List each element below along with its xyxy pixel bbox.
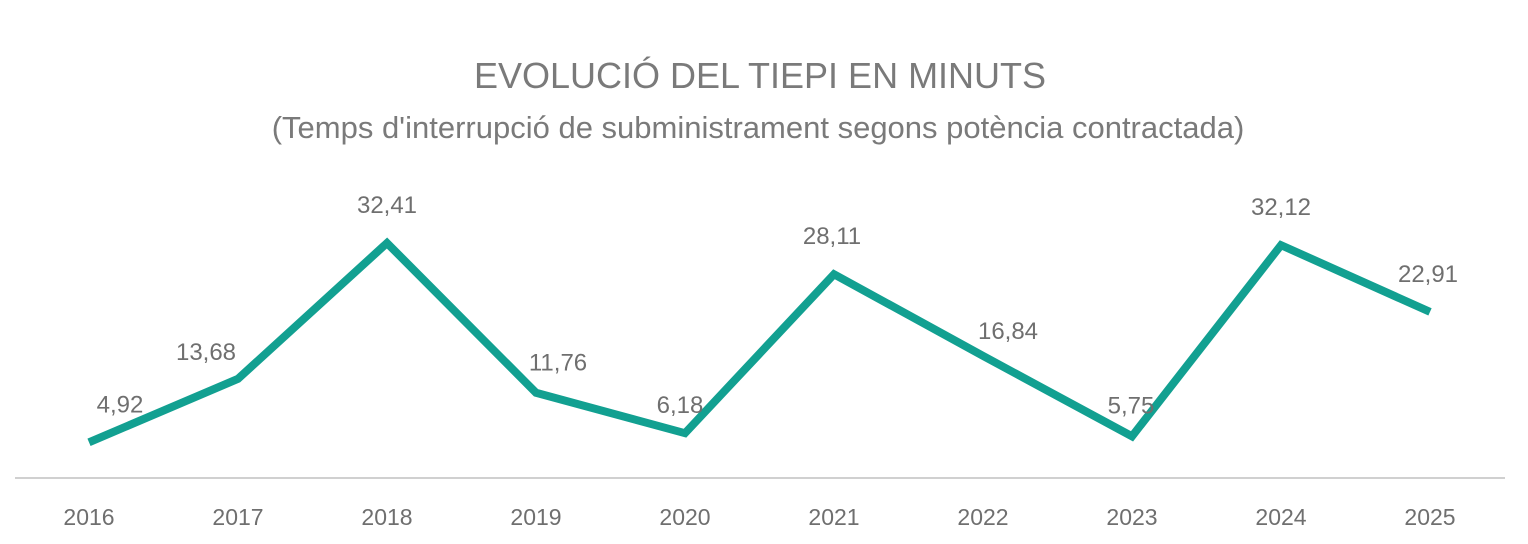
- data-label: 11,76: [529, 350, 587, 377]
- x-tick-label: 2018: [361, 504, 412, 530]
- data-label: 4,92: [97, 391, 144, 418]
- x-tick-label: 2017: [212, 504, 263, 530]
- data-label: 13,68: [176, 339, 236, 366]
- chart-title: EVOLUCIÓ DEL TIEPI EN MINUTS: [474, 55, 1046, 96]
- x-tick-label: 2022: [957, 504, 1008, 530]
- data-label: 5,75: [1108, 392, 1155, 419]
- x-tick-label: 2020: [659, 504, 710, 530]
- data-label: 6,18: [657, 392, 704, 419]
- x-tick-label: 2023: [1106, 504, 1157, 530]
- x-tick-label: 2024: [1255, 504, 1306, 530]
- x-tick-label: 2025: [1404, 504, 1455, 530]
- data-label: 32,41: [357, 192, 417, 219]
- data-label: 22,91: [1398, 261, 1458, 288]
- x-tick-label: 2021: [808, 504, 859, 530]
- data-label: 16,84: [978, 318, 1038, 345]
- chart-subtitle: (Temps d'interrupció de subministrament …: [272, 110, 1245, 145]
- data-label: 32,12: [1251, 194, 1311, 221]
- series-line-tiepi: [87, 237, 1432, 447]
- x-tick-label: 2019: [510, 504, 561, 530]
- x-tick-label: 2016: [63, 504, 114, 530]
- data-label: 28,11: [803, 223, 861, 250]
